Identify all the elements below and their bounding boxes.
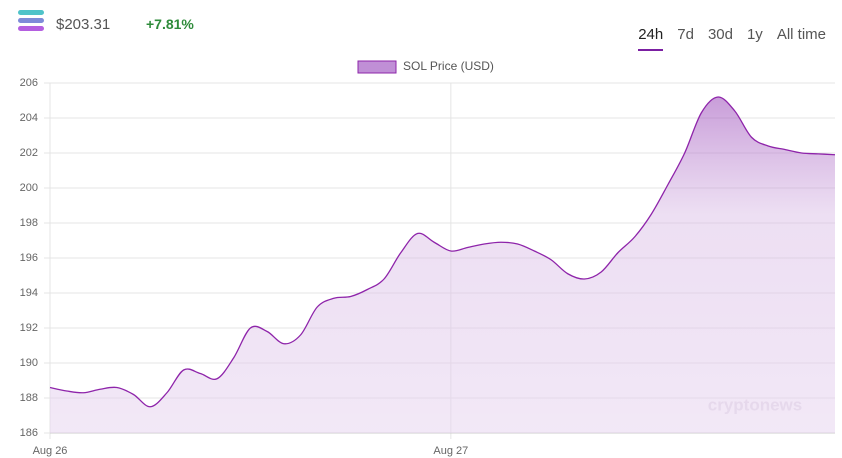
- y-tick-label: 192: [20, 322, 38, 334]
- y-tick-label: 186: [20, 427, 38, 439]
- y-tick-label: 190: [20, 357, 38, 369]
- legend-swatch: [357, 60, 397, 74]
- y-tick-label: 196: [20, 252, 38, 264]
- sol-icon: [18, 10, 44, 31]
- price: $203.31: [56, 16, 111, 33]
- range-tabs: 24h 7d 30d 1y All time: [638, 26, 826, 51]
- range-tab[interactable]: 30d: [707, 26, 733, 43]
- range-tab[interactable]: All time: [776, 26, 826, 43]
- legend-label: SOL Price (USD): [403, 59, 494, 73]
- y-tick-label: 200: [20, 182, 38, 194]
- y-tick-label: 188: [20, 392, 38, 404]
- y-tick-label: 198: [20, 217, 38, 229]
- y-tick-label: 204: [20, 112, 38, 124]
- range-tab[interactable]: 1y: [746, 26, 763, 43]
- x-tick-label: Aug 27: [433, 445, 468, 457]
- y-tick-label: 202: [20, 147, 38, 159]
- price-line: [49, 96, 836, 408]
- x-tick-label: Aug 26: [33, 445, 68, 457]
- area-fill: [50, 96, 835, 433]
- y-tick-label: 206: [20, 77, 38, 89]
- range-tab[interactable]: 7d: [677, 26, 694, 43]
- range-tab[interactable]: 24h: [638, 26, 664, 51]
- y-tick-label: 194: [20, 287, 38, 299]
- price-change: +7.81%: [146, 16, 194, 32]
